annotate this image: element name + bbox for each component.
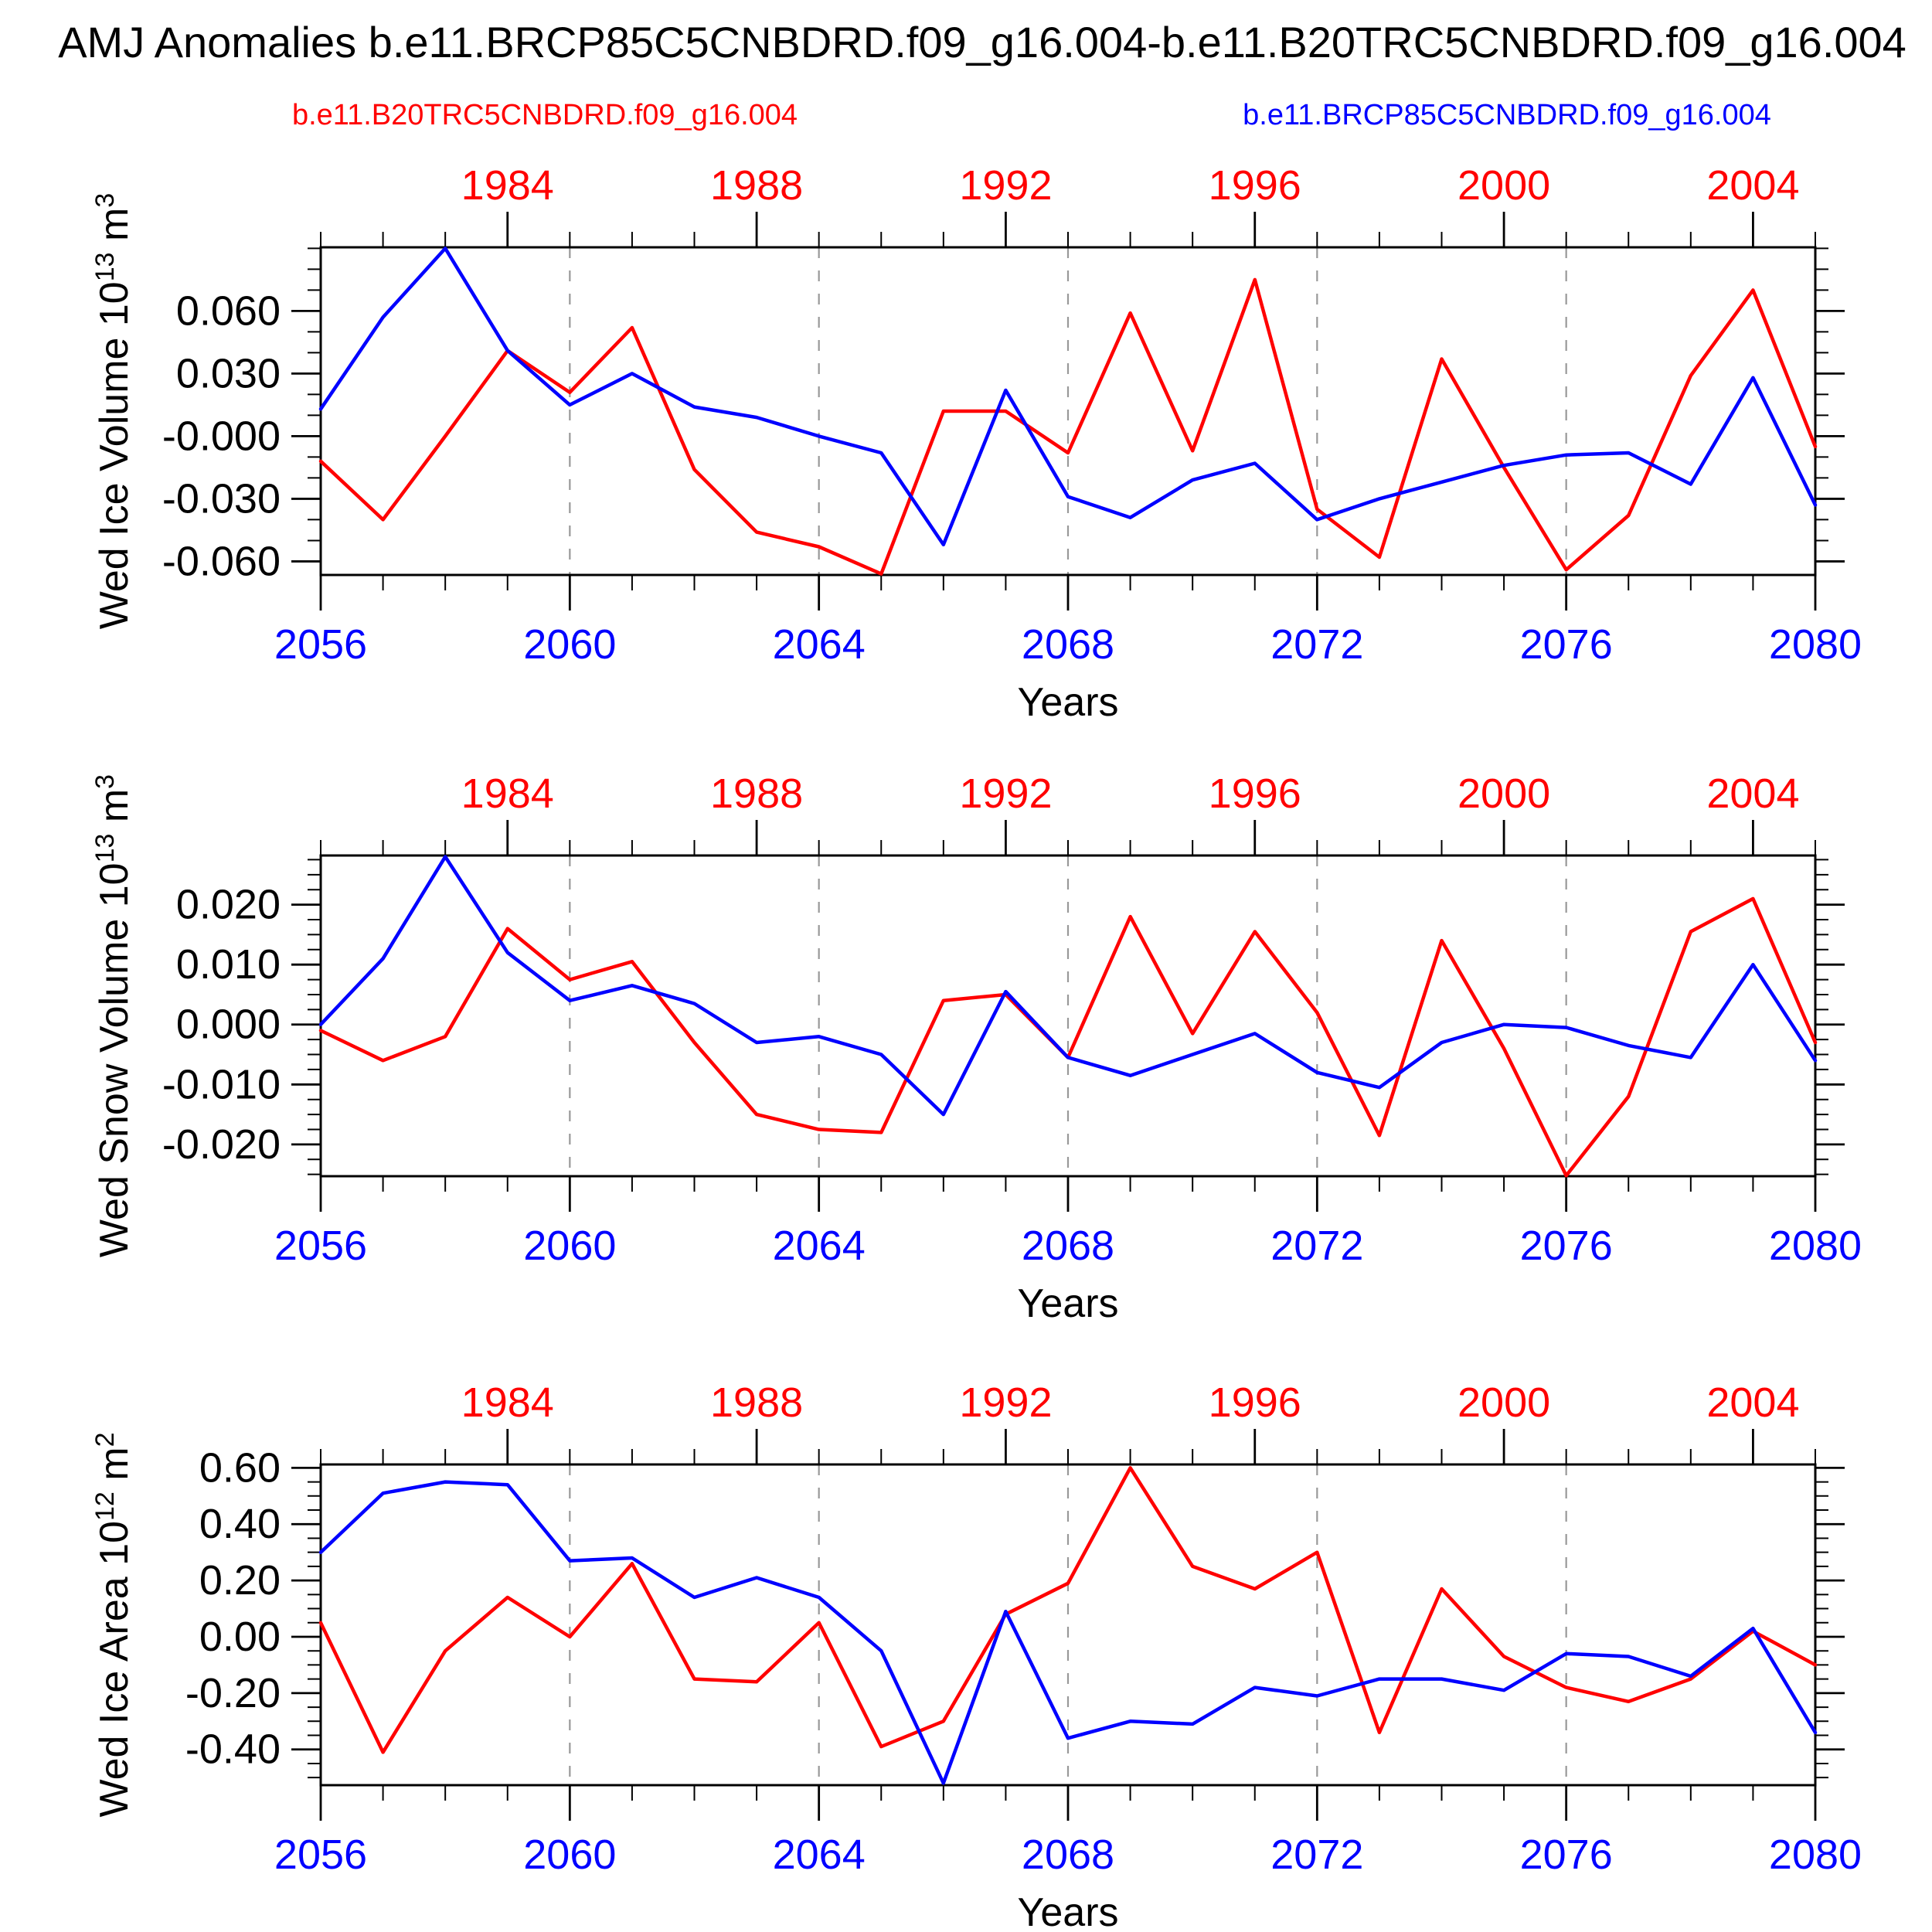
top-axis-label: 1996: [1209, 770, 1301, 817]
y-tick-label: -0.020: [162, 1121, 281, 1168]
y-tick-label: 0.010: [176, 941, 281, 988]
bottom-axis-label: 2068: [1022, 1832, 1114, 1878]
top-axis-label: 2004: [1706, 1379, 1799, 1426]
y-tick-label: -0.060: [162, 538, 281, 584]
bottom-axis-label: 2056: [274, 621, 367, 668]
y-tick-label: -0.20: [185, 1670, 281, 1716]
y-tick-label: 0.030: [176, 350, 281, 396]
top-axis-label: 1992: [959, 1379, 1052, 1426]
bottom-axis-label: 2064: [773, 1223, 866, 1269]
bottom-axis-label: 2056: [274, 1832, 367, 1878]
y-tick-label: 0.00: [199, 1614, 281, 1660]
y-tick-label: 0.60: [199, 1444, 281, 1491]
x-axis-title: Years: [1017, 680, 1118, 725]
top-axis-label: 2000: [1458, 1379, 1550, 1426]
bottom-axis-label: 2060: [523, 1223, 616, 1269]
y-axis-title: Wed Snow Volume 1013 m3: [90, 774, 137, 1257]
legend-label-rcp85-run: b.e11.BRCP85C5CNBDRD.f09_g16.004: [1243, 99, 1771, 131]
bottom-axis-label: 2080: [1769, 1832, 1862, 1878]
top-axis-label: 1984: [461, 1379, 554, 1426]
top-axis-label: 2000: [1458, 162, 1550, 209]
bottom-axis-label: 2064: [773, 621, 866, 668]
y-tick-label: 0.060: [176, 287, 281, 334]
bottom-axis-label: 2076: [1520, 621, 1613, 668]
panel-wed-snow-volume: 1984 1988 1992 1996 2000 2004 2056 2060 2064 2068…: [90, 770, 1862, 1326]
top-axis-label: 1996: [1209, 1379, 1301, 1426]
y-tick-label: 0.20: [199, 1557, 281, 1604]
top-axis-label: 1988: [710, 162, 803, 209]
series-line-20thc: [318, 277, 1818, 576]
top-axis-label: 1984: [461, 770, 554, 817]
series-line-rcp85: [318, 1480, 1818, 1785]
top-axis-label: 1992: [959, 162, 1052, 209]
bottom-axis-label: 2060: [523, 621, 616, 668]
y-tick-label: -0.000: [162, 413, 281, 459]
panel-wed-ice-volume: 1984 1988 1992 1996 2000 2004 2056 2060 2064 2068…: [90, 162, 1862, 725]
legend-label-20thc-run: b.e11.B20TRC5CNBDRD.f09_g16.004: [291, 99, 798, 131]
y-tick-label: 0.40: [199, 1501, 281, 1547]
panel-wed-ice-area: 1984 1988 1992 1996 2000 2004 2056 2060 2064 2068…: [90, 1379, 1862, 1932]
bottom-axis-label: 2080: [1769, 1223, 1862, 1269]
y-axis-title: Wed Ice Area 1012 m2: [90, 1432, 137, 1817]
top-axis-label: 1988: [710, 770, 803, 817]
y-tick-label: 0.000: [176, 1002, 281, 1048]
top-axis-label: 2004: [1706, 770, 1799, 817]
y-tick-label: 0.020: [176, 882, 281, 928]
x-axis-title: Years: [1017, 1890, 1118, 1932]
bottom-axis-label: 2068: [1022, 621, 1114, 668]
series-line-20thc: [318, 1466, 1818, 1754]
top-axis-label: 1992: [959, 770, 1052, 817]
x-axis-title: Years: [1017, 1281, 1118, 1326]
series-line-rcp85: [318, 855, 1818, 1117]
top-axis-label: 2000: [1458, 770, 1550, 817]
bottom-axis-label: 2072: [1270, 1223, 1363, 1269]
bottom-axis-label: 2056: [274, 1223, 367, 1269]
series-line-rcp85: [318, 247, 1818, 547]
top-axis-label: 2004: [1706, 162, 1799, 209]
top-axis-label: 1984: [461, 162, 554, 209]
y-tick-label: -0.030: [162, 475, 281, 522]
bottom-axis-label: 2076: [1520, 1223, 1613, 1269]
bottom-axis-label: 2080: [1769, 621, 1862, 668]
bottom-axis-label: 2060: [523, 1832, 616, 1878]
top-axis-label: 1996: [1209, 162, 1301, 209]
figure-title: AMJ Anomalies b.e11.BRCP85C5CNBDRD.f09_g…: [58, 18, 1906, 66]
bottom-axis-label: 2076: [1520, 1832, 1613, 1878]
y-axis-title: Wed Ice Volume 1013 m3: [90, 193, 137, 630]
top-axis-label: 1988: [710, 1379, 803, 1426]
bottom-axis-label: 2072: [1270, 1832, 1363, 1878]
bottom-axis-label: 2068: [1022, 1223, 1114, 1269]
bottom-axis-label: 2064: [773, 1832, 866, 1878]
bottom-axis-label: 2072: [1270, 621, 1363, 668]
y-tick-label: -0.40: [185, 1726, 281, 1773]
y-tick-label: -0.010: [162, 1061, 281, 1107]
